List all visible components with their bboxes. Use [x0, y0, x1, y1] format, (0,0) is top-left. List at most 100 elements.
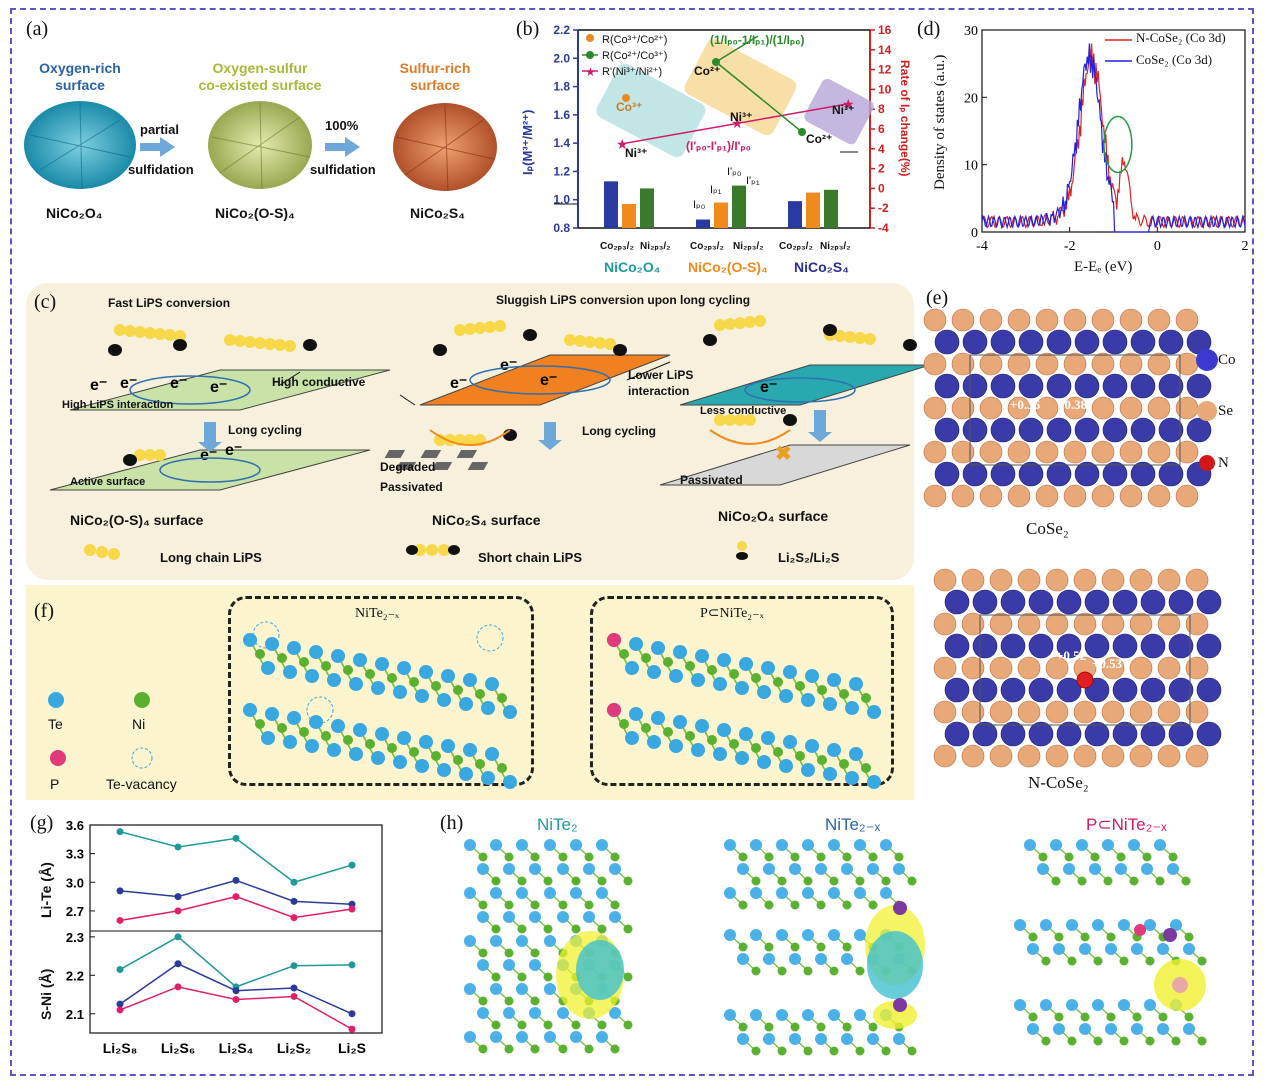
chart-b: 0.8 1.0 1.2 1.4 1.6 1.8 2.0 2.2 -4 -2 0 2 4 6 8 10 12 14 1… [553, 23, 892, 235]
h-slab-1a-ni [517, 924, 527, 934]
e-lattice-1-atom [1091, 484, 1115, 508]
h-slab-2b-ni [751, 966, 761, 976]
h-slab-3c-ni [1093, 1036, 1103, 1046]
b-legend-2: R'(Ni³⁺/Ni²⁺) [602, 66, 663, 78]
b-legend-0: R(Co³⁺/Co²⁺) [602, 34, 668, 46]
h-slab-1a-ni [530, 996, 540, 1006]
f-layer-1a-te [419, 665, 433, 679]
f-layer-2a-te [827, 673, 841, 687]
g-top-point [116, 916, 124, 924]
e-lattice-1-atom [979, 352, 1003, 376]
c-leg2: Short chain LiPS [478, 550, 583, 565]
b-marker-co2b [798, 128, 806, 136]
h-slab-2a-te [867, 863, 879, 875]
f-layer-1b-te [375, 727, 389, 741]
h-slab-3c-ni [1041, 1036, 1051, 1046]
b-ion-co2a: Co²⁺ [694, 64, 721, 78]
e-val1: +0.36 [1010, 397, 1041, 412]
e-lattice-1-atom [1074, 417, 1100, 443]
c-chain [604, 338, 616, 350]
f-layer-2a-ni [861, 693, 871, 703]
f-layer-2b-te [783, 735, 797, 749]
e-lattice-2-atom [961, 568, 985, 592]
c-fragment [384, 450, 406, 458]
f-layer-1a-te2 [349, 677, 363, 691]
e-lattice-2-atom [961, 700, 985, 724]
h-slab-1b-te [557, 1007, 569, 1019]
h-slab-1a-te [529, 1007, 541, 1019]
b-group-2: NiCo₂S₄ [794, 259, 849, 275]
h-slab-3c-ni [1119, 1036, 1129, 1046]
e-lattice-2-atom [1157, 656, 1181, 680]
e-lattice-1-atom [1046, 329, 1072, 355]
h-slab-2b-ni [738, 942, 748, 952]
c-chain [574, 335, 586, 347]
f-leg-p: P [50, 776, 60, 792]
h-slab-2b-te [841, 953, 853, 965]
f-layer-2b-te2 [823, 767, 837, 781]
f-layer-2a-te2 [867, 705, 881, 719]
b-y2tick-label: 12 [878, 63, 892, 77]
h-slab-3b-ni [1197, 956, 1207, 966]
c-down-arrow-2 [814, 410, 826, 432]
b-legend-marker-0 [586, 34, 594, 42]
h-slab-1b-ni [597, 876, 607, 886]
h-slab-2a-ni [881, 876, 891, 886]
f-layer-1a-te2 [393, 685, 407, 699]
f-layer-1b-te2 [481, 771, 495, 785]
h-slab-3c-te [1144, 999, 1156, 1011]
e-lattice-2-atom [989, 656, 1013, 680]
h-slab-3c-te [1157, 1023, 1169, 1035]
c-chain [284, 340, 296, 352]
e-lattice-2-atom [1028, 721, 1054, 747]
f-layer-1a-ni [409, 677, 419, 687]
c-sulfide-dot [823, 324, 837, 336]
lattice-h [464, 839, 1207, 1056]
h-slab-1b-ni [623, 924, 633, 934]
h-slab-3b-te [1157, 943, 1169, 955]
h-slab-1a-te [477, 863, 489, 875]
c-chain [464, 323, 476, 335]
h-slab-1a-te [503, 1007, 515, 1019]
e-lattice-2-atom [1129, 612, 1153, 636]
e-lattice-1-atom [1175, 440, 1199, 464]
h-title1: NiTe₂ [537, 815, 578, 834]
h-slab-1a-ni [504, 996, 514, 1006]
c-electron: e⁻ [225, 442, 242, 459]
c-surf1: NiCo₂(O-S)₄ surface [70, 512, 204, 528]
f-layer-1a-ni [255, 649, 265, 659]
e-lattice-2-atom [1101, 656, 1125, 680]
h-slab-2a-ni [790, 852, 800, 862]
e-lattice-2-atom [933, 744, 957, 768]
f-layer-2b-ni [773, 747, 783, 757]
f-layer-2b-te2 [735, 751, 749, 765]
b-y2tick-label: 10 [878, 82, 892, 96]
f-layer-2a-te2 [669, 669, 683, 683]
c-chain [124, 325, 136, 337]
h-slab-3a-te [1063, 863, 1075, 875]
e-lattice-2-atom [1101, 744, 1125, 768]
c-pointer-1 [279, 371, 301, 386]
h-slab-3b-te [1066, 919, 1078, 931]
c-sulfide-dot [783, 414, 797, 426]
h-slab-2c-te [854, 1009, 866, 1021]
e-lattice-1-atom [1147, 440, 1171, 464]
f-layer-1b-te2 [437, 763, 451, 777]
h-slab-1a-te [477, 911, 489, 923]
h-slab-3a-te [1024, 839, 1036, 851]
f-layer-2b-te [695, 719, 709, 733]
f-layer-2b-te2 [757, 755, 771, 769]
h-slab-1b-te [544, 887, 556, 899]
e-lattice-2-atom [1000, 677, 1026, 703]
label-d: (d) [917, 18, 941, 40]
e-lattice-1-atom [1035, 484, 1059, 508]
b-ytick-label: 1.2 [553, 164, 570, 178]
h-slab-3b-ni [1041, 956, 1051, 966]
e-lattice-1-atom [1046, 373, 1072, 399]
e-lattice-2-atom [1112, 633, 1138, 659]
f-layer-2a-ni [641, 653, 651, 663]
h-slab-3c-ni [1132, 1012, 1142, 1022]
a-head2b: co-existed surface [198, 77, 322, 93]
e-lattice-2-atom [1168, 589, 1194, 615]
c-legend-chain [438, 544, 450, 556]
